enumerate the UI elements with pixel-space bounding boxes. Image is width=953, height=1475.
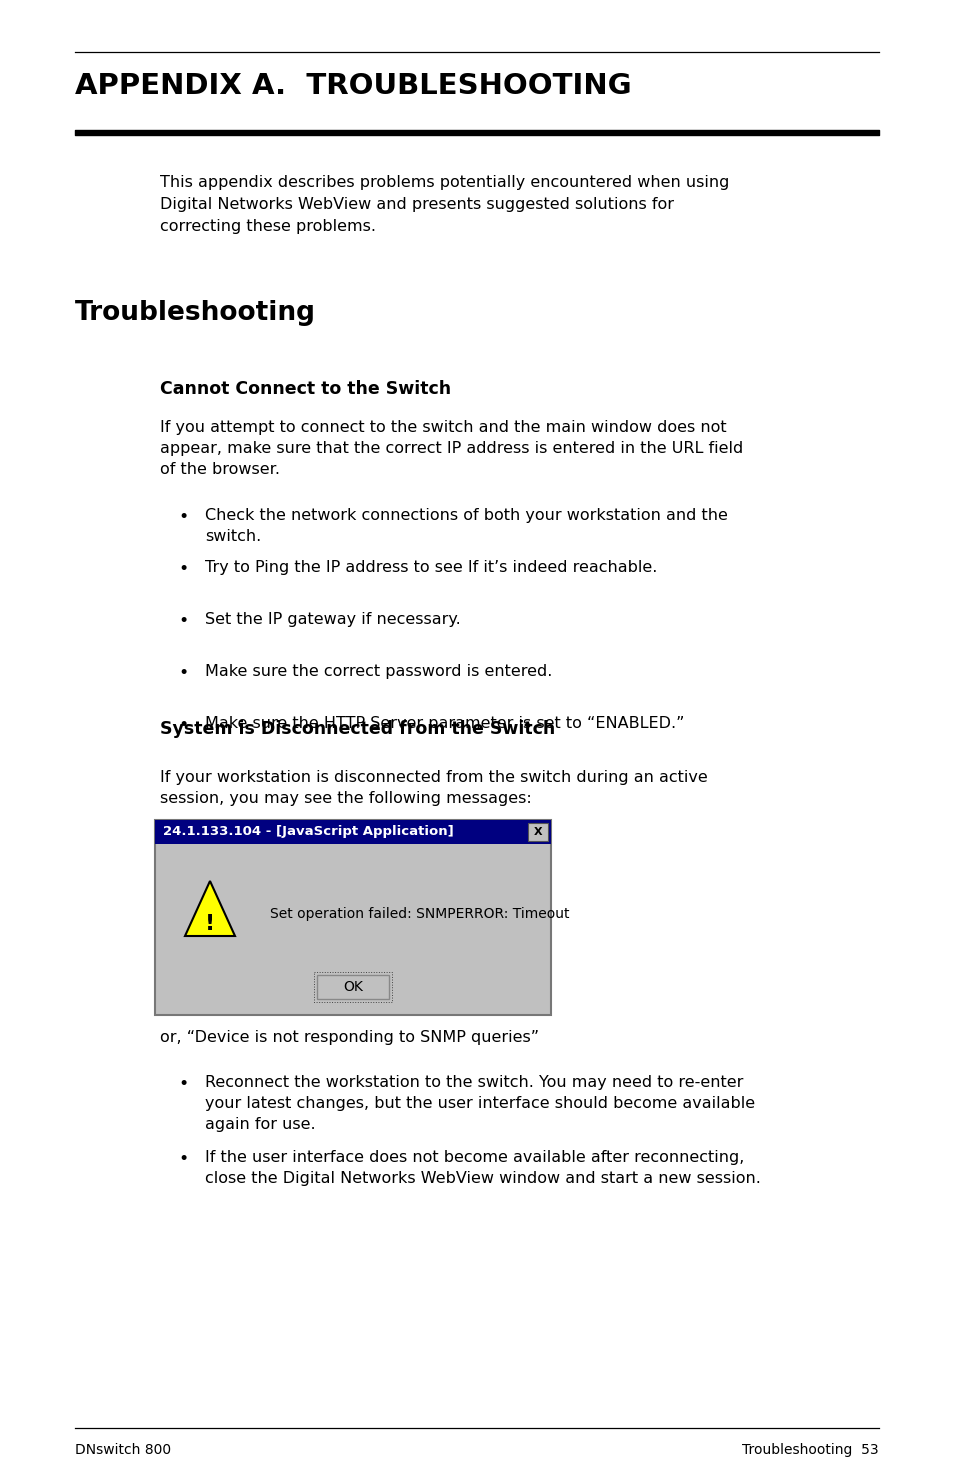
Text: •: • bbox=[178, 612, 188, 630]
Text: If you attempt to connect to the switch and the main window does not
appear, mak: If you attempt to connect to the switch … bbox=[160, 420, 742, 476]
Text: Cannot Connect to the Switch: Cannot Connect to the Switch bbox=[160, 381, 451, 398]
Text: or, “Device is not responding to SNMP queries”: or, “Device is not responding to SNMP qu… bbox=[160, 1030, 538, 1044]
Text: System is Disconnected from the Switch: System is Disconnected from the Switch bbox=[160, 720, 555, 738]
Text: Set operation failed: SNMPERROR: Timeout: Set operation failed: SNMPERROR: Timeout bbox=[270, 907, 569, 920]
Text: Try to Ping the IP address to see If it’s indeed reachable.: Try to Ping the IP address to see If it’… bbox=[205, 560, 657, 575]
Text: Make sure the HTTP Server parameter is set to “ENABLED.”: Make sure the HTTP Server parameter is s… bbox=[205, 715, 684, 732]
Text: DNswitch 800: DNswitch 800 bbox=[75, 1443, 171, 1457]
Text: Troubleshooting  53: Troubleshooting 53 bbox=[741, 1443, 878, 1457]
Text: If the user interface does not become available after reconnecting,
close the Di: If the user interface does not become av… bbox=[205, 1150, 760, 1186]
Text: Troubleshooting: Troubleshooting bbox=[75, 299, 315, 326]
Text: •: • bbox=[178, 560, 188, 578]
Text: This appendix describes problems potentially encountered when using
Digital Netw: This appendix describes problems potenti… bbox=[160, 176, 729, 235]
Text: OK: OK bbox=[343, 979, 362, 994]
Text: •: • bbox=[178, 1075, 188, 1093]
Bar bbox=[527, 823, 547, 841]
Text: APPENDIX A.  TROUBLESHOOTING: APPENDIX A. TROUBLESHOOTING bbox=[75, 72, 631, 100]
Polygon shape bbox=[185, 881, 234, 937]
Bar bbox=[154, 820, 551, 844]
Text: •: • bbox=[178, 715, 188, 735]
Text: Check the network connections of both your workstation and the
switch.: Check the network connections of both yo… bbox=[205, 507, 727, 544]
Text: Make sure the correct password is entered.: Make sure the correct password is entere… bbox=[205, 664, 552, 678]
Bar bbox=[316, 975, 389, 999]
Text: !: ! bbox=[205, 914, 214, 934]
Text: Set the IP gateway if necessary.: Set the IP gateway if necessary. bbox=[205, 612, 460, 627]
Text: •: • bbox=[178, 1150, 188, 1168]
Text: •: • bbox=[178, 507, 188, 527]
Bar bbox=[314, 972, 392, 1002]
Text: •: • bbox=[178, 664, 188, 681]
Text: If your workstation is disconnected from the switch during an active
session, yo: If your workstation is disconnected from… bbox=[160, 770, 707, 805]
Text: Reconnect the workstation to the switch. You may need to re-enter
your latest ch: Reconnect the workstation to the switch.… bbox=[205, 1075, 755, 1131]
Bar bbox=[154, 820, 551, 1015]
Text: X: X bbox=[533, 827, 541, 836]
Text: 24.1.133.104 - [JavaScript Application]: 24.1.133.104 - [JavaScript Application] bbox=[163, 826, 454, 838]
